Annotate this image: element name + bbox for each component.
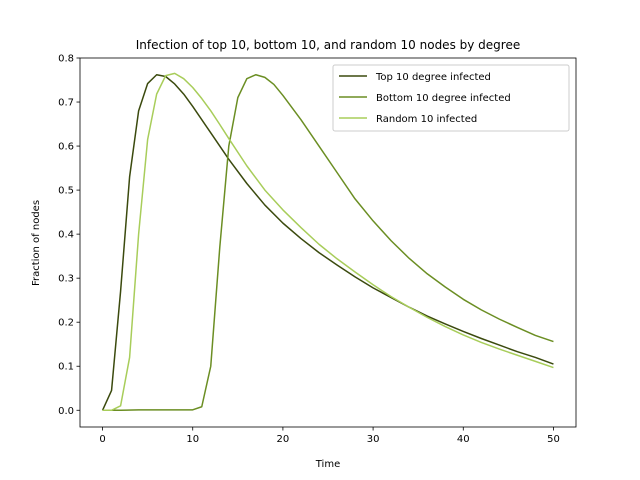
legend-label-1: Top 10 degree infected	[375, 72, 491, 83]
y-tick-label: 0.2	[58, 318, 74, 329]
chart-title: Infection of top 10, bottom 10, and rand…	[136, 38, 520, 52]
x-tick-label: 20	[277, 434, 290, 445]
y-tick-label: 0.8	[58, 54, 74, 65]
y-tick-label: 0.4	[58, 230, 74, 241]
y-tick-label: 0.6	[58, 142, 74, 153]
x-tick-label: 30	[367, 434, 380, 445]
legend: Top 10 degree infected Bottom 10 degree i…	[332, 64, 570, 132]
x-tick-label: 10	[186, 434, 199, 445]
legend-label-3: Random 10 infected	[376, 114, 477, 125]
y-axis: 0.0 0.1 0.2 0.3 0.4 0.5 0.6 0.7 0.8	[58, 54, 80, 417]
x-tick-label: 50	[547, 434, 560, 445]
y-tick-label: 0.7	[58, 98, 74, 109]
y-tick-label: 0.1	[58, 362, 74, 373]
series-line-3	[102, 72, 554, 412]
legend-box	[332, 64, 570, 132]
series-line-2	[102, 73, 554, 412]
plot-area	[79, 57, 577, 428]
y-tick-label: 0.0	[58, 406, 74, 417]
series-line-1	[101, 73, 554, 411]
y-axis-label: Fraction of nodes	[31, 200, 42, 286]
legend-label-2: Bottom 10 degree infected	[376, 93, 511, 104]
x-axis-label: Time	[315, 459, 340, 470]
x-axis: 0 10 20 30 40 50	[99, 427, 560, 445]
x-tick-label: 0	[99, 434, 105, 445]
y-tick-label: 0.3	[58, 274, 74, 285]
plot-frame	[79, 57, 577, 428]
y-tick-label: 0.5	[58, 186, 74, 197]
x-tick-label: 40	[457, 434, 470, 445]
